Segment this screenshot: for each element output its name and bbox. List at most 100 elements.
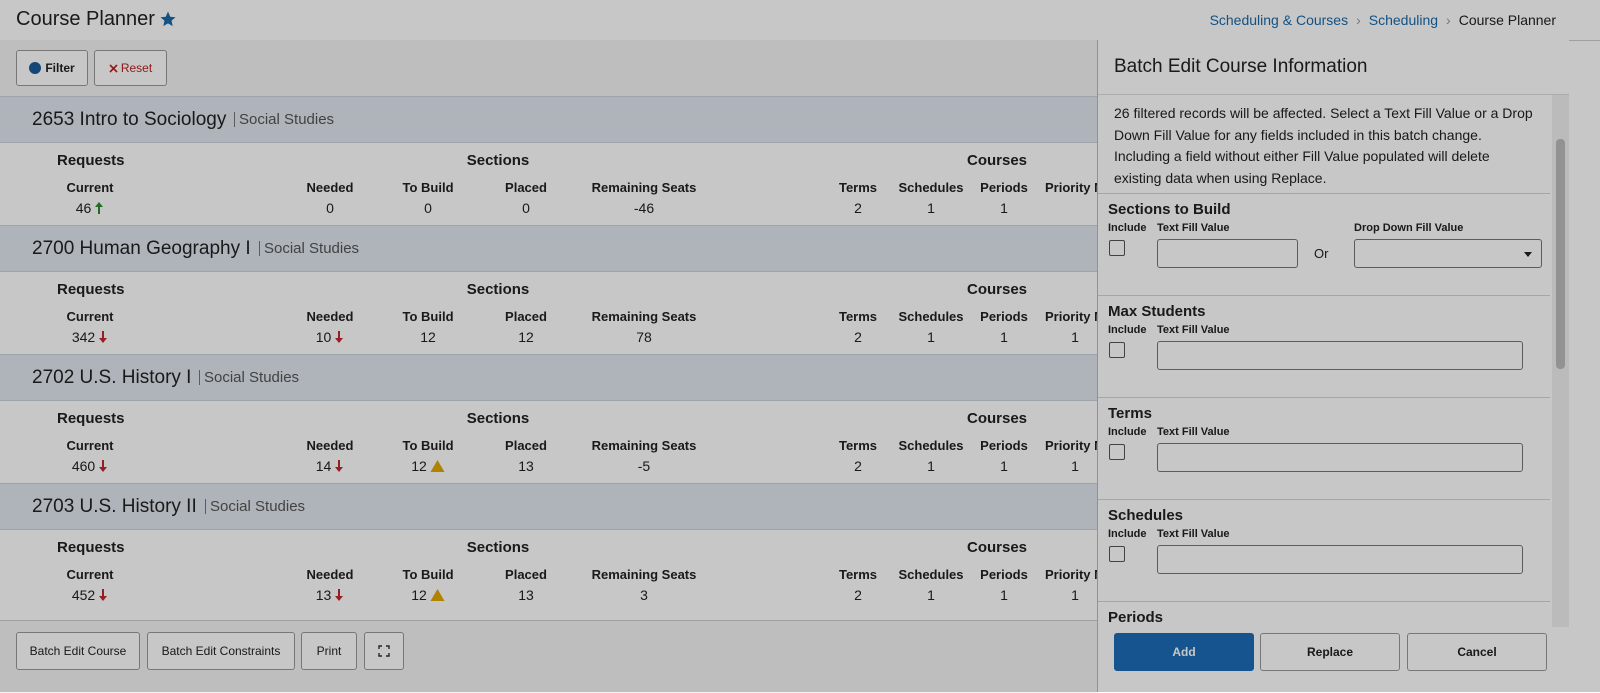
column-label: Schedules [898, 180, 964, 195]
cell-value: 12 [368, 458, 488, 474]
value-text: 2 [854, 587, 862, 603]
favorite-star[interactable] [159, 10, 177, 28]
column-label: Current [66, 438, 114, 453]
cell-value: 1 [871, 200, 991, 216]
batch-edit-course-button[interactable]: Batch Edit Course [16, 632, 140, 670]
column-label: Placed [505, 309, 547, 324]
filter-label: Filter [45, 61, 75, 75]
value-text: 13 [518, 458, 534, 474]
include-checkbox[interactable] [1109, 342, 1125, 358]
column-label: Needed [306, 180, 354, 195]
fullscreen-button[interactable] [364, 632, 404, 670]
down-indicator [335, 460, 344, 472]
field-section: Max Students Include Text Fill Value [1098, 295, 1550, 398]
column-label: Terms [838, 438, 878, 453]
value-text: 342 [71, 329, 96, 345]
panel-body: 26 filtered records will be affected. Se… [1098, 94, 1569, 627]
cell-value: 1 [871, 329, 991, 345]
cell-value: -5 [584, 458, 704, 474]
scrollbar[interactable] [1552, 95, 1569, 627]
value-text: 1 [1000, 587, 1008, 603]
include-label: Include [1108, 528, 1147, 540]
column-label: Remaining Seats [591, 438, 697, 453]
cancel-button[interactable]: Cancel [1407, 633, 1547, 671]
cell-value: 1 [1015, 458, 1097, 474]
cell-value: 452 [30, 587, 150, 603]
reset-icon [109, 63, 118, 73]
scrollbar-thumb [1556, 139, 1565, 369]
add-button[interactable]: Add [1114, 633, 1254, 671]
batch-edit-panel: Batch Edit Course Information 26 filtere… [1097, 40, 1569, 692]
column-label: Current [66, 180, 114, 195]
batch-edit-constraints-button[interactable]: Batch Edit Constraints [147, 632, 295, 670]
breadcrumb-link[interactable]: Scheduling & Courses [1209, 12, 1349, 28]
value-text: 1 [927, 200, 935, 216]
text-fill-input[interactable] [1157, 545, 1523, 574]
course-header: 2702 U.S. History I Social Studies [0, 354, 1097, 401]
field-name: Schedules [1108, 507, 1184, 524]
value-text: 13 [315, 587, 332, 603]
course-department: Social Studies [259, 241, 359, 256]
column-label: To Build [402, 438, 454, 453]
value-text: 1 [1071, 587, 1079, 603]
cell-value: 14 [270, 458, 390, 474]
column-label: Schedules [898, 438, 964, 453]
text-fill-label: Text Fill Value [1157, 222, 1230, 234]
column-label: Remaining Seats [591, 180, 697, 195]
cell-value: 460 [30, 458, 150, 474]
column-label: To Build [402, 309, 454, 324]
text-fill-input[interactable] [1157, 239, 1298, 268]
text-fill-input[interactable] [1157, 341, 1523, 370]
up-indicator [95, 202, 104, 214]
cell-value: -46 [584, 200, 704, 216]
value-text: -46 [633, 200, 655, 216]
group-heading: Sections [466, 410, 530, 427]
dropdown-input[interactable] [1354, 239, 1542, 268]
include-label: Include [1108, 324, 1147, 336]
include-checkbox[interactable] [1109, 546, 1125, 562]
value-text: 0 [522, 200, 530, 216]
column-label: Priority M [1045, 309, 1097, 324]
value-text: 12 [411, 458, 427, 474]
down-indicator [99, 331, 108, 343]
value-text: 1 [927, 458, 935, 474]
column-label: Terms [838, 309, 878, 324]
reset-button[interactable]: Reset [94, 50, 167, 86]
text-fill-label: Text Fill Value [1157, 426, 1230, 438]
value-text: 2 [854, 458, 862, 474]
include-label: Include [1108, 222, 1147, 234]
filter-button[interactable]: Filter [16, 50, 88, 86]
column-label: Periods [980, 180, 1028, 195]
value-text: 460 [71, 458, 96, 474]
down-indicator [335, 331, 344, 343]
cell-value: 342 [30, 329, 150, 345]
down-indicator [335, 589, 344, 601]
cell-value: 2 [798, 329, 918, 345]
cell-value: 0 [466, 200, 586, 216]
course-name: 2703 U.S. History II [32, 496, 197, 517]
column-label: Periods [980, 309, 1028, 324]
course-name: 2702 U.S. History I [32, 367, 192, 388]
replace-button[interactable]: Replace [1260, 633, 1400, 671]
include-checkbox[interactable] [1109, 240, 1125, 256]
group-heading: Requests [57, 410, 125, 427]
value-text: 1 [1071, 329, 1079, 345]
panel-description: 26 filtered records will be affected. Se… [1114, 105, 1533, 186]
warning-indicator [430, 460, 445, 472]
toolbar: Filter Reset [0, 40, 1097, 96]
cell-value: 1 [944, 329, 1064, 345]
value-text: 46 [75, 200, 92, 216]
include-checkbox[interactable] [1109, 444, 1125, 460]
course-name: 2653 Intro to Sociology [32, 109, 227, 130]
value-text: 10 [315, 329, 332, 345]
print-button[interactable]: Print [301, 632, 357, 670]
breadcrumb-link[interactable]: Scheduling [1368, 12, 1439, 28]
value-text: 1 [1071, 458, 1079, 474]
column-label: Priority M [1045, 180, 1097, 195]
field-section: Terms Include Text Fill Value [1098, 397, 1550, 500]
group-heading: Sections [466, 539, 530, 556]
column-label: Schedules [898, 309, 964, 324]
text-fill-input[interactable] [1157, 443, 1523, 472]
cell-value: 13 [270, 587, 390, 603]
course-header: 2653 Intro to Sociology Social Studies [0, 96, 1097, 143]
